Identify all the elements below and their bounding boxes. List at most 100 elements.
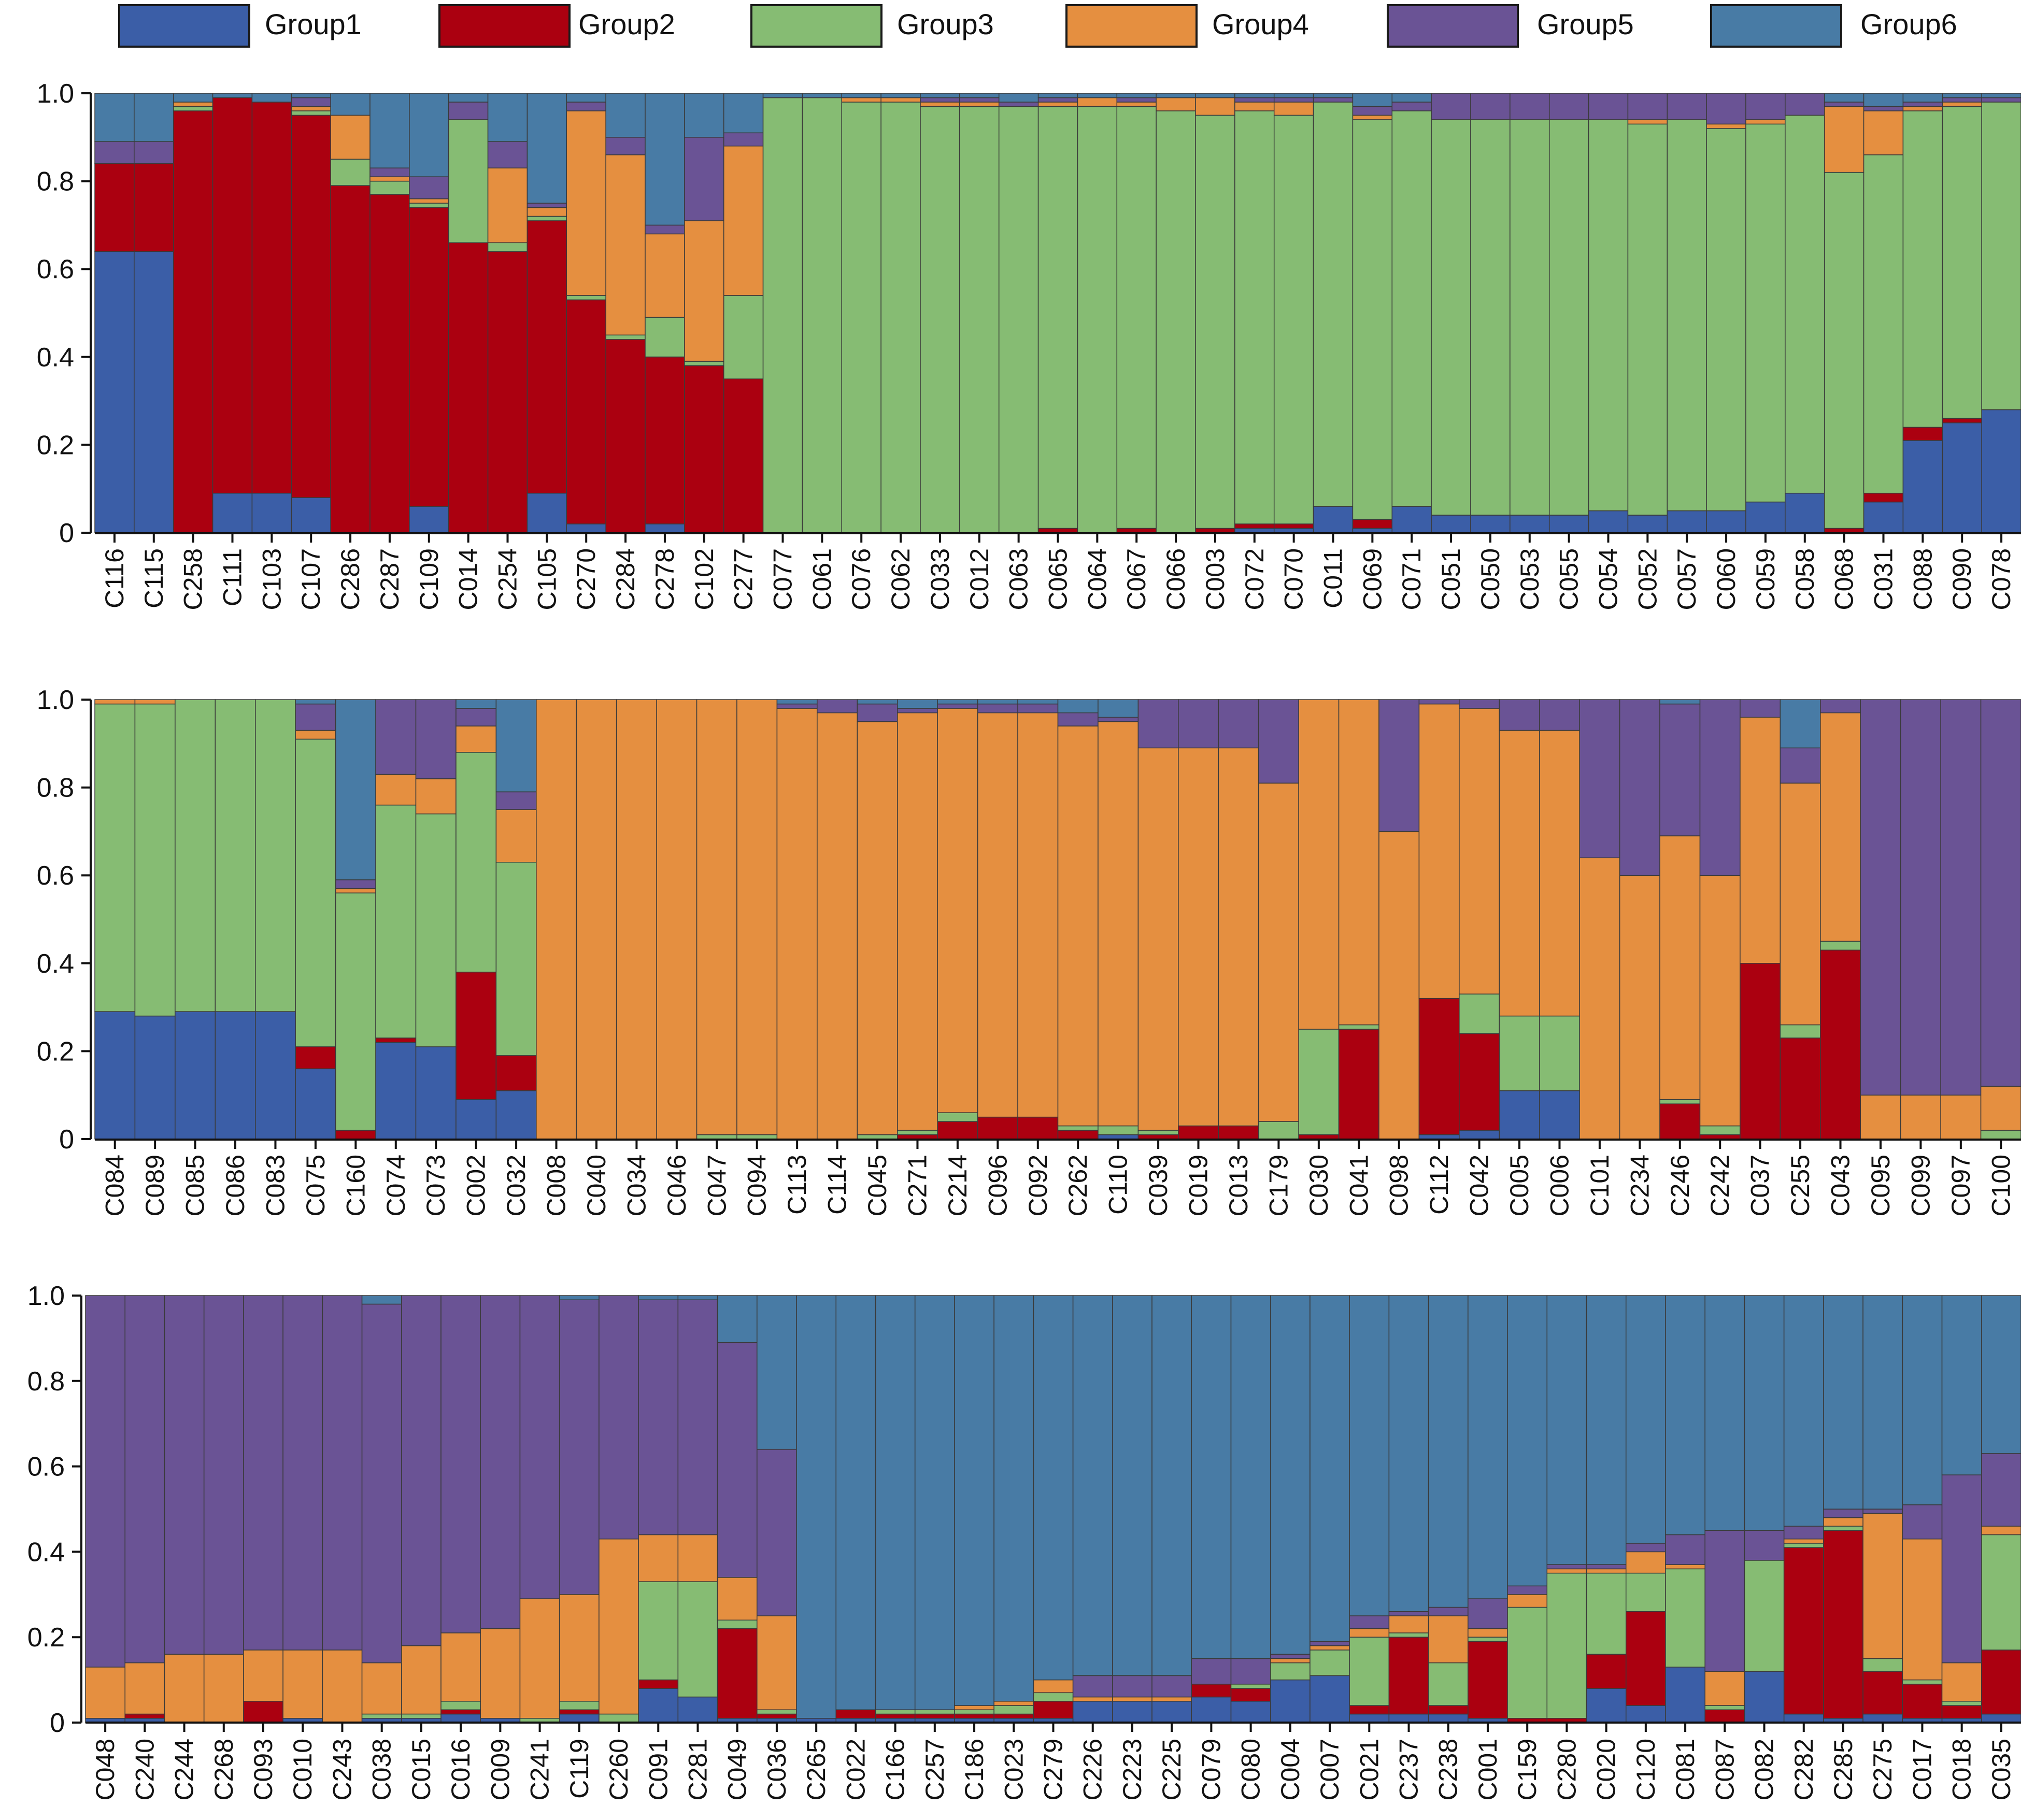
bar-segment-c277-group2 <box>723 378 764 533</box>
bar-segment-c119-group6 <box>559 1295 600 1300</box>
x-tick-label: C262 <box>1063 1155 1092 1217</box>
x-tick-label: C096 <box>983 1155 1012 1217</box>
bar-segment-c078-group3 <box>1981 102 2021 410</box>
x-tick-label: C265 <box>802 1739 831 1801</box>
x-tick-label: C101 <box>1585 1155 1614 1217</box>
bar-segment-c113-group6 <box>776 699 818 705</box>
bar-segment-c033-group4 <box>920 102 960 107</box>
bar-segment-c016-group4 <box>440 1632 481 1702</box>
bar-segment-c066-group6 <box>1156 93 1196 98</box>
bar-segment-c278-group3 <box>645 317 685 358</box>
bar-segment-c039-group3 <box>1137 1130 1179 1135</box>
bar-segment-c057-group3 <box>1667 119 1707 511</box>
bar-segment-c120-group1 <box>1626 1705 1666 1723</box>
x-tick-label: C110 <box>1104 1155 1133 1215</box>
x-tick-label: C186 <box>960 1739 989 1801</box>
bar-segment-c107-group2 <box>291 115 331 498</box>
bar-segment-c225-group4 <box>1151 1696 1192 1702</box>
bar-segment-c031-group3 <box>1863 154 1904 494</box>
bar-segment-c286-group3 <box>330 159 371 186</box>
bar-segment-c246-group2 <box>1659 1103 1701 1140</box>
bar-segment-c058-group5 <box>1785 93 1825 116</box>
bar-segment-c079-group6 <box>1191 1295 1232 1659</box>
bar-segment-c011-group6 <box>1313 93 1354 98</box>
x-tick-label: C246 <box>1666 1155 1695 1217</box>
bar-segment-c017-group2 <box>1902 1684 1943 1719</box>
bar-segment-c119-group4 <box>559 1594 600 1702</box>
bar-segment-c100-group5 <box>1980 699 2021 1087</box>
x-tick-label: C017 <box>1908 1739 1937 1801</box>
bar-segment-c036-group6 <box>757 1295 797 1450</box>
bar-segment-c279-group6 <box>1033 1295 1074 1681</box>
bar-segment-c102-group6 <box>684 93 724 138</box>
bar-segment-c021-group3 <box>1349 1637 1390 1706</box>
bar-segment-c075-group6 <box>295 699 336 705</box>
bar-segment-c094-group4 <box>736 699 778 1135</box>
bar-segment-c244-group4 <box>164 1654 205 1723</box>
bar-segment-c069-group3 <box>1352 119 1393 520</box>
bar-segment-c005-group5 <box>1499 699 1540 731</box>
bar-segment-c007-group1 <box>1310 1675 1350 1723</box>
bar-segment-c042-group1 <box>1459 1130 1500 1140</box>
bar-segment-c022-group2 <box>835 1709 876 1719</box>
legend-swatch-group3 <box>750 4 883 48</box>
bar-segment-c240-group2 <box>124 1713 165 1719</box>
bar-segment-c113-group5 <box>776 703 818 709</box>
bar-segment-c018-group6 <box>1941 1295 1982 1475</box>
bar-segment-c065-group2 <box>1037 528 1078 533</box>
bar-segment-c034-group4 <box>616 699 657 1140</box>
bar-segment-c258-group2 <box>173 110 214 533</box>
bar-segment-c068-group4 <box>1824 106 1865 173</box>
bar-segment-c067-group4 <box>1116 102 1157 107</box>
bar-segment-c088-group2 <box>1902 426 1943 441</box>
x-tick-label: C179 <box>1264 1155 1293 1217</box>
x-tick-label: C100 <box>1986 1155 2015 1217</box>
bar-segment-c080-group1 <box>1230 1701 1271 1723</box>
legend-swatch-group2 <box>438 4 571 48</box>
bar-segment-c110-group1 <box>1098 1134 1139 1140</box>
bar-segment-c074-group2 <box>375 1037 417 1043</box>
bar-segment-c035-group4 <box>1981 1526 2021 1535</box>
x-tick-label: C078 <box>1987 548 2016 610</box>
bar-segment-c054-group3 <box>1588 119 1629 511</box>
x-tick-label: C052 <box>1633 548 1662 610</box>
bar-segment-c281-group4 <box>677 1534 718 1582</box>
bar-segment-c101-group5 <box>1579 699 1620 859</box>
bar-segment-c282-group3 <box>1783 1543 1824 1548</box>
bar-segment-c080-group3 <box>1230 1684 1271 1689</box>
x-tick-label: C281 <box>683 1739 712 1801</box>
bar-segment-c036-group4 <box>757 1615 797 1711</box>
y-tick-label: 0.6 <box>37 861 74 891</box>
bar-segment-c040-group4 <box>576 699 617 1140</box>
bar-segment-c238-group3 <box>1428 1662 1469 1706</box>
bar-segment-c006-group3 <box>1539 1015 1580 1091</box>
y-tick-label: 0.4 <box>37 949 74 979</box>
bar-segment-c021-group2 <box>1349 1705 1390 1715</box>
bar-segment-c014-group3 <box>448 119 489 244</box>
bar-segment-c110-group4 <box>1098 721 1139 1127</box>
bar-segment-c055-group1 <box>1548 515 1589 533</box>
bar-segment-c022-group6 <box>835 1295 876 1711</box>
bar-segment-c260-group3 <box>599 1713 639 1723</box>
bar-segment-c069-group2 <box>1352 519 1393 529</box>
x-tick-label: C031 <box>1869 548 1898 610</box>
bar-segment-c073-group5 <box>415 699 457 779</box>
x-tick-label: C007 <box>1315 1739 1344 1801</box>
bar-segment-c223-group4 <box>1112 1696 1152 1702</box>
x-tick-label: C051 <box>1436 548 1465 610</box>
bar-segment-c049-group6 <box>717 1295 758 1343</box>
bar-segment-c115-group5 <box>134 141 174 164</box>
bar-segment-c109-group1 <box>409 506 449 533</box>
bar-segment-c082-group3 <box>1744 1560 1785 1672</box>
bar-segment-c037-group5 <box>1740 699 1781 718</box>
bar-segment-c072-group5 <box>1234 97 1275 103</box>
bar-segment-c160-group4 <box>335 888 376 893</box>
bar-segment-c035-group2 <box>1981 1650 2021 1715</box>
bar-segment-c225-group1 <box>1151 1701 1192 1723</box>
bars <box>85 1295 2021 1723</box>
y-tick-label: 0.6 <box>27 1452 65 1482</box>
bar-segment-c006-group1 <box>1539 1090 1580 1140</box>
bar-segment-c112-group2 <box>1418 998 1460 1135</box>
bar-segment-c091-group1 <box>638 1688 679 1723</box>
bar-segment-c093-group5 <box>243 1295 283 1651</box>
